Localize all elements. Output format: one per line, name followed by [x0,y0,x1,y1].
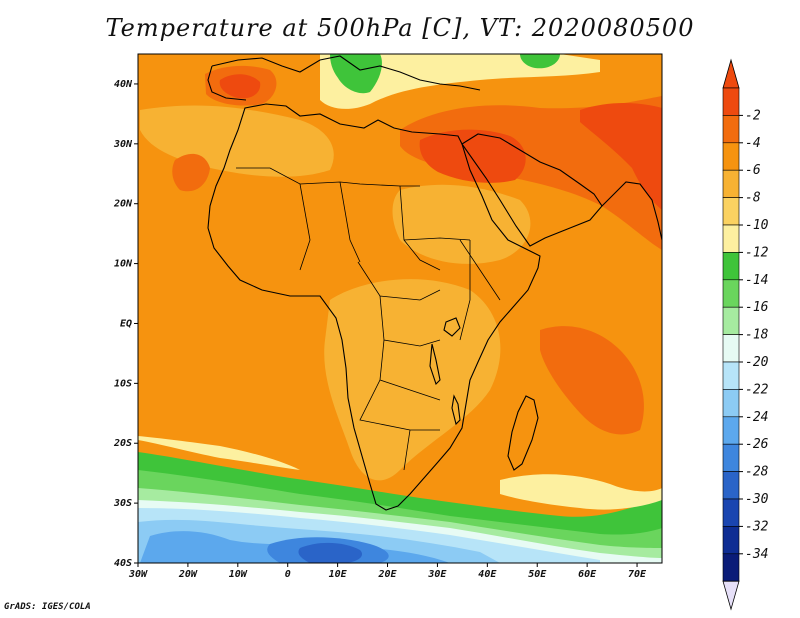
colorbar-label: -16 [745,300,769,315]
colorbar-swatch [722,87,740,116]
colorbar-swatch [722,252,740,281]
colorbar-swatch [722,197,740,226]
map-outlines [207,55,662,511]
lat-tick-label: 10N [114,259,133,270]
colorbar-swatch [722,416,740,445]
lake-malawi [451,394,461,426]
country-borders [236,167,501,471]
colorbar-label: -28 [745,465,769,480]
contour-band-green-northeast [520,54,560,69]
colorbar-swatch [722,553,740,582]
lat-tick-label: EQ [120,318,132,329]
colorbar-swatch [722,115,740,144]
colorbar-swatch [722,279,740,308]
madagascar-coastline [507,395,539,471]
lon-tick-label: 0 [285,569,291,580]
colorbar-label: -12 [745,245,769,260]
contour-band-warm-indian [540,326,644,435]
contour-band-mild-central [324,279,501,481]
colorbar-label: -2 [745,108,761,123]
colorbar-bottom-arrow [722,580,740,611]
lon-tick-label: 30E [427,569,447,580]
lake-victoria [443,317,461,337]
lat-tick-label: 10S [114,378,132,389]
lon-tick-label: 70E [628,569,647,580]
contour-band-warmest-egypt [419,129,526,183]
map-frame [137,53,663,564]
contour-band-warmest-iran [580,103,662,210]
lat-tick-label: 40S [114,558,132,569]
lon-tick-label: 20W [178,569,198,580]
contour-band-cream-atlantic [138,436,300,470]
colorbar-label: -14 [745,273,768,288]
colorbar: -2 -4 -6 -8 -10 -12 -14 -16 -18 -20 -22 -24 -26 -28 -3… [722,58,769,611]
lon-tick-label: 10W [229,569,248,580]
latitude-ticks: 40N 30N 20N 10N EQ 10S 20S 30S 40S [113,79,138,569]
lat-tick-label: 40N [114,79,133,90]
colorbar-swatch [722,526,740,555]
colorbar-label: -32 [745,519,769,534]
colorbar-swatch [722,361,740,390]
colorbar-label: -10 [745,218,769,233]
colorbar-label: -24 [745,410,768,425]
colorbar-swatch [722,389,740,418]
lon-tick-label: 10E [329,569,348,580]
colorbar-label: -20 [745,355,769,370]
lon-tick-label: 60E [578,569,597,580]
contour-band-warm-westafrica [172,153,210,192]
europe-coastline [211,55,481,91]
colorbar-swatch [722,142,740,171]
contour-band-cream-indian [500,474,662,510]
lat-tick-label: 30S [113,498,132,509]
contour-band-green-north [330,54,382,94]
colorbar-swatch [722,471,740,500]
colorbar-swatch [722,498,740,527]
lon-tick-label: 40E [478,569,497,580]
colorbar-swatch [722,306,740,335]
south-asia-coastline [601,181,662,241]
colorbar-label: -8 [745,191,761,206]
africa-coastline [207,103,541,511]
mediterranean-north-coast [207,65,247,101]
grads-credit: GrADS: IGES/COLA [4,602,91,612]
temperature-field [138,54,662,563]
lon-tick-label: 50E [528,569,547,580]
colorbar-swatch [722,224,740,253]
colorbar-swatch [722,334,740,363]
lat-tick-label: 20N [113,199,133,210]
lat-tick-label: 30N [113,139,133,150]
longitude-ticks: 30W 20W 10W 0 10E 20E 30E 40E 50E 60E 70E [128,563,647,580]
contour-band-mild-horn [392,184,531,264]
lake-tanganyika [429,343,441,386]
colorbar-label: -34 [745,547,768,562]
colorbar-label: -18 [745,328,769,343]
colorbar-label: -30 [745,492,769,507]
lon-tick-label: 30W [128,569,148,580]
map-title: Temperature at 500hPa [C], VT: 202008050… [105,14,695,42]
contour-band-deepblue [298,542,363,563]
colorbar-top-arrow [722,58,740,89]
colorbar-label: -26 [745,437,769,452]
colorbar-swatch [722,443,740,472]
lat-tick-label: 20S [113,438,132,449]
colorbar-swatch [722,169,740,198]
colorbar-label: -22 [745,382,769,397]
colorbar-label: -4 [745,136,761,151]
lon-tick-label: 20E [377,569,397,580]
contour-band-cream-north [320,54,600,109]
colorbar-label: -6 [745,163,761,178]
contour-band-warmest-iberia [219,74,261,99]
